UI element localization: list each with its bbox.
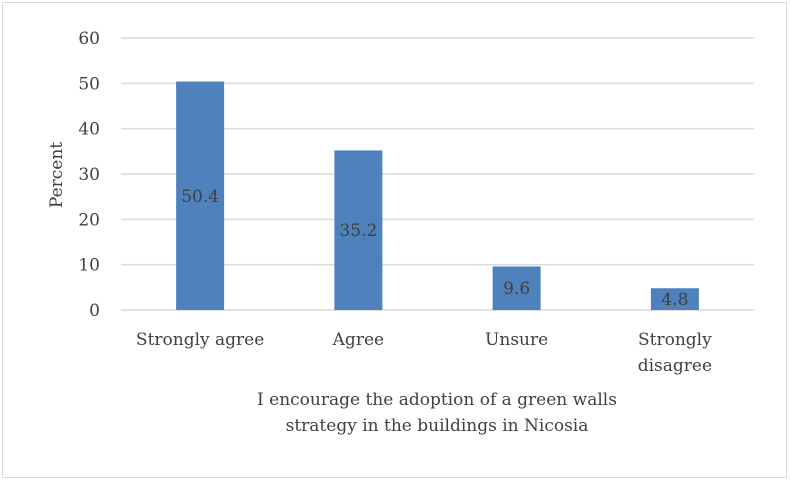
y-axis-label: Percent xyxy=(47,142,67,208)
y-tick-label: 0 xyxy=(89,301,100,321)
y-tick-label: 60 xyxy=(78,29,100,49)
bar xyxy=(176,81,225,311)
x-tick-label: Strongly xyxy=(638,330,712,350)
x-axis-label-line: strategy in the buildings in Nicosia xyxy=(286,416,589,436)
x-tick-label: Strongly agree xyxy=(136,330,264,350)
x-axis-label-line: I encourage the adoption of a green wall… xyxy=(257,390,617,410)
y-tick-label: 40 xyxy=(78,120,100,140)
data-label: 50.4 xyxy=(181,187,219,207)
y-tick-label: 30 xyxy=(78,165,100,185)
y-tick-label: 50 xyxy=(78,74,100,94)
bar xyxy=(334,150,383,310)
x-axis-categories: Strongly agree Agree Unsure Strongly disagre… xyxy=(136,330,712,376)
bars xyxy=(176,81,699,311)
y-tick-label: 10 xyxy=(78,256,100,276)
bar xyxy=(492,266,541,310)
data-label: 9.6 xyxy=(503,279,530,299)
x-axis-label: I encourage the adoption of a green wall… xyxy=(257,390,617,436)
data-labels: 50.4 35.2 9.6 4.8 xyxy=(181,187,688,310)
data-label: 35.2 xyxy=(339,221,377,241)
x-tick-label: Unsure xyxy=(485,330,548,350)
gridlines xyxy=(121,37,754,311)
y-tick-label: 20 xyxy=(78,210,100,230)
y-axis-ticks: 0 10 20 30 40 50 60 xyxy=(78,29,100,321)
x-tick-label: Agree xyxy=(332,330,384,350)
x-tick-label: disagree xyxy=(638,356,712,376)
data-label: 4.8 xyxy=(661,290,688,310)
bar xyxy=(650,288,699,310)
